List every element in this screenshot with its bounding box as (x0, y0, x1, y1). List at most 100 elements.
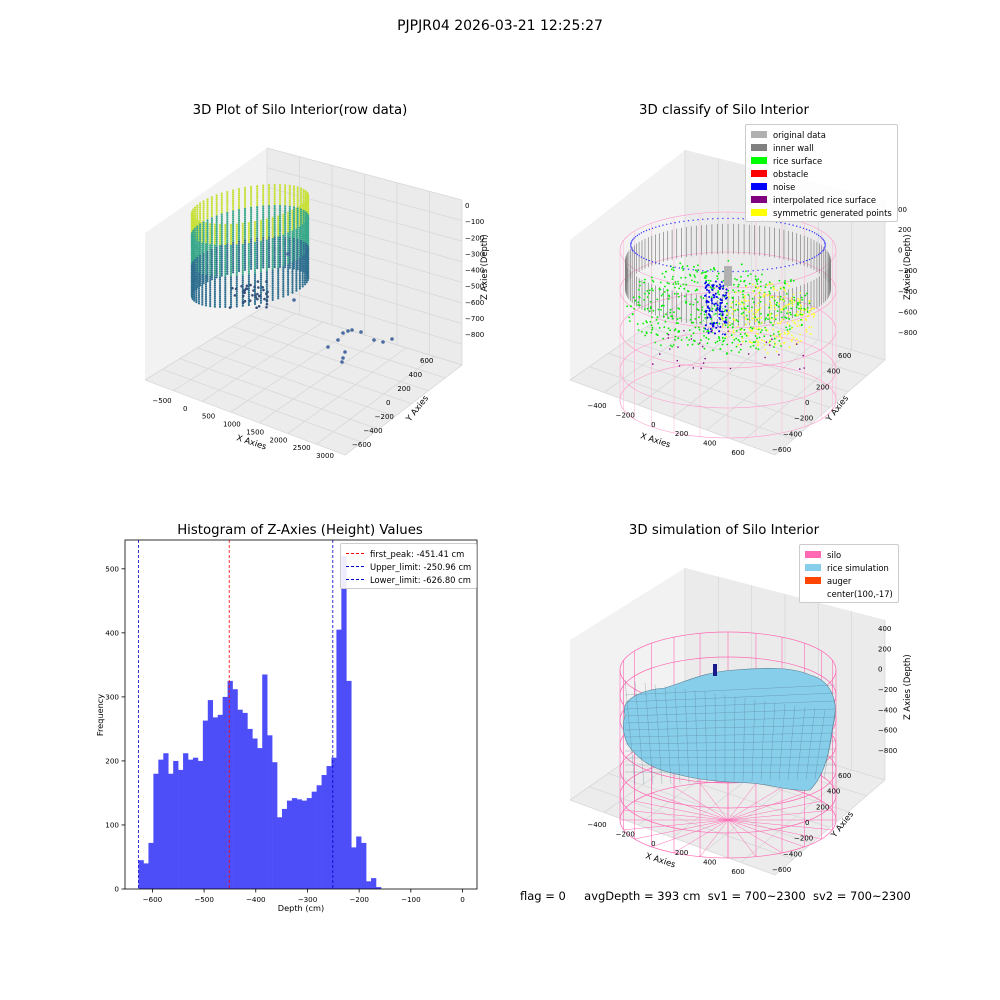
raw-point (288, 205, 291, 208)
raw-point (192, 212, 195, 215)
raw-point (232, 195, 235, 198)
raw-point (284, 201, 287, 204)
noise-point (822, 238, 824, 241)
legend-item: silo (805, 548, 893, 561)
raw-point (241, 252, 244, 255)
raw-point (292, 231, 296, 234)
raw-point (210, 231, 213, 235)
symmetric-point (742, 307, 744, 310)
raw-point (220, 230, 223, 233)
noise-point (707, 218, 709, 220)
raw-point (206, 219, 209, 222)
noise-point (708, 296, 711, 298)
raw-point (243, 228, 247, 231)
z-tick-label: 00 (898, 206, 907, 214)
raw-point (302, 226, 305, 229)
raw-point (299, 191, 303, 194)
noise-point (634, 252, 637, 254)
symmetric-point (780, 337, 783, 340)
raw-point (296, 222, 299, 225)
histogram-bar (178, 769, 184, 889)
rice-surface-point (760, 312, 762, 315)
raw-point (193, 206, 197, 209)
raw-point (196, 229, 199, 232)
raw-point (292, 246, 296, 249)
rice-surface-point (747, 274, 749, 277)
panel3-histogram: −600 −500 −400 −300 −200 −100 0 01002003004005… (95, 539, 478, 913)
raw-point (235, 261, 238, 264)
raw-point (250, 234, 253, 237)
interpolated-point (701, 345, 704, 348)
rice-surface-point (690, 335, 693, 337)
rice-surface-point (694, 289, 697, 292)
raw-point (259, 272, 263, 275)
raw-point (292, 216, 296, 220)
raw-point (218, 223, 222, 227)
raw-point (299, 212, 303, 215)
interpolated-point (690, 338, 693, 340)
raw-point (229, 272, 233, 275)
rice-surface-point (680, 276, 682, 279)
raw-point (232, 250, 235, 253)
raw-point (210, 273, 213, 277)
raw-point (256, 216, 259, 219)
rice-surface-point (665, 313, 667, 316)
raw-point (277, 290, 280, 294)
raw-point (287, 287, 290, 290)
rice-surface-point (698, 316, 700, 319)
symmetric-point (769, 296, 772, 298)
raw-point (213, 250, 216, 254)
rice-surface-point (673, 311, 675, 314)
raw-point (299, 231, 303, 234)
noise-point (718, 330, 721, 333)
noise-point (802, 227, 805, 229)
raw-point (218, 226, 222, 229)
y-tick-label: −400 (783, 850, 802, 858)
raw-point (253, 258, 257, 261)
noise-point (706, 288, 708, 291)
rice-surface-point (685, 336, 688, 339)
raw-point (256, 206, 259, 209)
raw-point (296, 266, 299, 269)
raw-point (209, 305, 212, 308)
raw-point (243, 218, 247, 221)
raw-point (288, 258, 291, 261)
raw-point (299, 258, 303, 261)
raw-point (273, 188, 276, 191)
rice-surface-point (646, 290, 649, 292)
raw-point (196, 221, 199, 224)
raw-point (196, 250, 199, 253)
raw-point (192, 271, 195, 274)
raw-point (304, 269, 307, 273)
raw-point (209, 279, 212, 282)
raw-point (243, 268, 247, 271)
raw-point (282, 268, 285, 271)
rice-surface-point (745, 270, 747, 273)
raw-point (292, 227, 296, 230)
raw-point (226, 245, 229, 248)
rice-surface-point (746, 318, 749, 321)
raw-point (218, 293, 222, 296)
raw-point (232, 258, 235, 261)
raw-point (253, 252, 257, 255)
raw-point (220, 255, 223, 258)
raw-point (346, 329, 350, 333)
raw-point (206, 221, 209, 224)
rice-surface-point (752, 301, 755, 304)
interpolated-point (747, 353, 750, 355)
raw-point (253, 221, 257, 224)
symmetric-point (754, 320, 757, 322)
raw-point (288, 243, 291, 246)
raw-point (213, 303, 216, 306)
raw-point (265, 275, 268, 278)
noise-point (796, 263, 798, 265)
raw-point (224, 259, 227, 262)
symmetric-point (800, 314, 803, 317)
symmetric-point (811, 313, 813, 316)
raw-point (304, 200, 307, 203)
raw-point (247, 247, 250, 250)
raw-point (215, 202, 218, 205)
raw-point (277, 225, 280, 228)
raw-point (287, 222, 290, 225)
raw-point (267, 196, 271, 199)
